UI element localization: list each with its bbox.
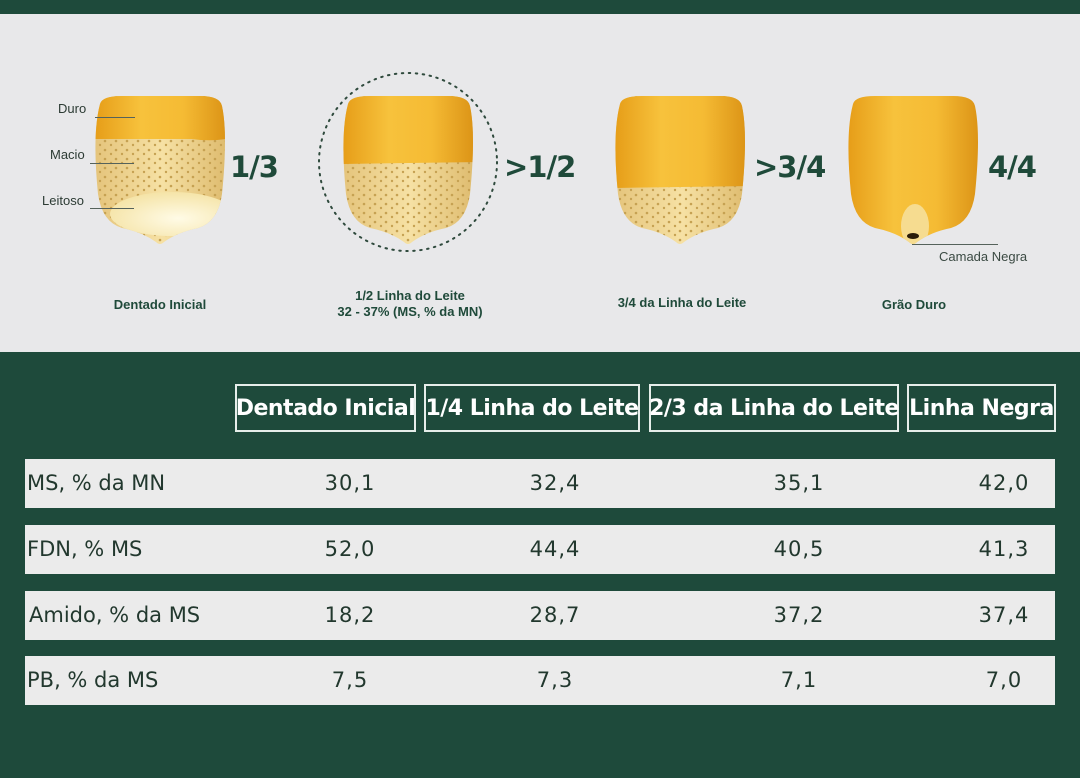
table-cell: 41,3	[978, 537, 1030, 561]
table-cell: 35,1	[773, 471, 825, 495]
stage-label-3: 3/4 da Linha do Leite	[617, 295, 747, 310]
stage-label-4: Grão Duro	[881, 297, 947, 312]
table-cell: 37,2	[773, 603, 825, 627]
table-cell: 28,7	[529, 603, 581, 627]
stage-fraction-2: >1/2	[504, 150, 576, 184]
kernel-hard-grain	[848, 96, 978, 244]
column-header-dentado-inicial: Dentado Inicial	[235, 384, 416, 432]
column-header-linha-negra: Linha Negra	[907, 384, 1056, 432]
part-label-macio: Macio	[50, 147, 85, 162]
table-cell: 7,5	[331, 668, 369, 692]
table-row-amido: Amido, % da MS 18,2 28,7 37,2 37,4	[25, 591, 1055, 640]
milk-line-highlight-circle	[318, 72, 498, 252]
leader-line-duro	[95, 117, 135, 118]
table-row-pb: PB, % da MS 7,5 7,3 7,1 7,0	[25, 656, 1055, 705]
row-label: MS, % da MN	[27, 471, 166, 495]
table-cell: 44,4	[529, 537, 581, 561]
camada-negra-label: Camada Negra	[939, 249, 1028, 264]
table-cell: 32,4	[529, 471, 581, 495]
stage-fraction-1: 1/3	[230, 150, 279, 184]
kernel-diagram-panel: Duro Macio Leitoso 1/3 >1/2 >3/4 4/4 Cam…	[0, 14, 1080, 352]
row-label: Amido, % da MS	[29, 603, 201, 627]
table-cell: 52,0	[324, 537, 376, 561]
table-row-ms: MS, % da MN 30,1 32,4 35,1 42,0	[25, 459, 1055, 508]
kernel-three-quarter-milk-line	[615, 96, 745, 244]
kernel-half-milk-line	[343, 96, 473, 244]
stage-label-2: 1/2 Linha do Leite 32 - 37% (MS, % da MN…	[337, 288, 483, 319]
table-cell: 7,0	[985, 668, 1023, 692]
table-cell: 37,4	[978, 603, 1030, 627]
stage-label-1: Dentado Inicial	[113, 297, 207, 312]
part-label-duro: Duro	[58, 101, 87, 116]
leader-line-leitoso	[90, 208, 134, 209]
part-label-leitoso: Leitoso	[42, 193, 84, 208]
black-layer-mark	[907, 233, 919, 239]
stage-fraction-3: >3/4	[754, 150, 826, 184]
camada-negra-leader	[912, 244, 998, 245]
table-cell: 18,2	[324, 603, 376, 627]
leader-line-macio	[90, 163, 134, 164]
table-row-fdn: FDN, % MS 52,0 44,4 40,5 41,3	[25, 525, 1055, 574]
column-header-quarter-milk-line: 1/4 Linha do Leite	[424, 384, 640, 432]
column-header-two-thirds-milk-line: 2/3 da Linha do Leite	[649, 384, 899, 432]
table-cell: 42,0	[978, 471, 1030, 495]
stage-fraction-4: 4/4	[988, 150, 1037, 184]
table-cell: 7,3	[536, 668, 574, 692]
row-label: FDN, % MS	[27, 537, 143, 561]
table-cell: 30,1	[324, 471, 376, 495]
kernel-dentado-inicial	[95, 96, 225, 244]
table-cell: 7,1	[780, 668, 818, 692]
table-cell: 40,5	[773, 537, 825, 561]
row-label: PB, % da MS	[27, 668, 159, 692]
